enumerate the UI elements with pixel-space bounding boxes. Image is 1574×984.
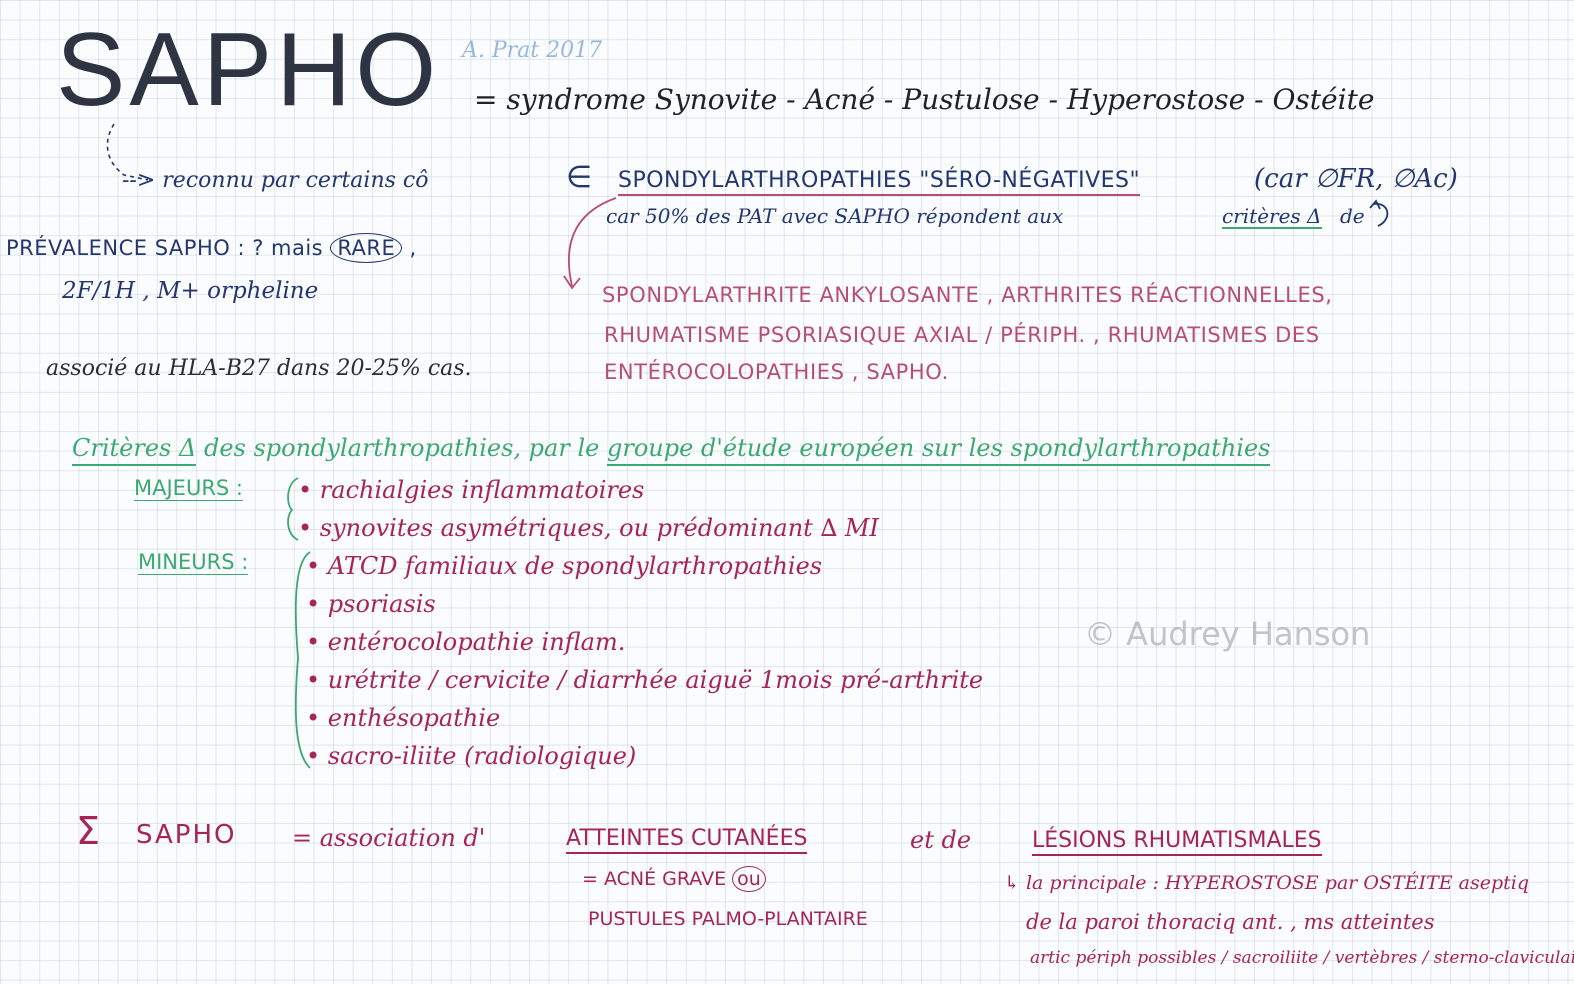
major-item-text: synovites asymétriques, ou prédominant ∆… <box>319 514 879 542</box>
rheumatic-line-2: de la paroi thoraciq ant. , ms atteintes <box>1026 910 1435 934</box>
watermark: © Audrey Hanson <box>1084 615 1371 653</box>
page-title: SAPHO <box>56 12 441 128</box>
minor-item-text: ATCD familiaux de spondylarthropathies <box>327 552 823 580</box>
minor-item-text: entérocolopathie inflam. <box>327 628 626 656</box>
minor-item: • enthésopathie <box>306 704 501 732</box>
criteria-line-prefix: car 50% des PAT avec SAPHO répondent aux <box>606 204 1064 228</box>
minor-item: • psoriasis <box>306 590 436 618</box>
spa-list-line-1: SPONDYLARTHRITE ANKYLOSANTE , ARTHRITES … <box>602 283 1333 307</box>
hla-association: associé au HLA-B27 dans 20-25% cas. <box>46 356 472 381</box>
criteria-title-prefix: Critères Δ <box>72 434 197 466</box>
minor-item: • entérocolopathie inflam. <box>306 628 626 656</box>
connector-arrow <box>106 123 149 181</box>
major-item: • rachialgies inflammatoires <box>298 476 645 504</box>
minor-item: • ATCD familiaux de spondylarthropathies <box>306 552 823 580</box>
major-item-text: rachialgies inflammatoires <box>319 476 645 504</box>
or-badge: ou <box>732 866 766 892</box>
criteria-title: Critères Δ des spondylarthropathies, par… <box>72 434 1271 466</box>
minor-item-text: enthésopathie <box>327 704 501 732</box>
cutaneous-line-1-text: = ACNÉ GRAVE <box>582 868 727 890</box>
rheumatic-line-3: artic périph possibles / sacroiliite / v… <box>1030 948 1574 968</box>
author-note: A. Prat 2017 <box>462 38 603 63</box>
element-of-symbol: ∈ <box>566 160 593 195</box>
criteria-title-mid: des spondylarthropathies, par le <box>203 434 600 462</box>
prevalence-prefix: PRÉVALENCE SAPHO : ? mais <box>6 236 324 260</box>
rheumatic-title: LÉSIONS RHUMATISMALES <box>1032 830 1322 856</box>
syndrome-definition: = syndrome Synovite - Acné - Pustulose -… <box>474 83 1375 116</box>
classification-reason: (car ∅FR, ∅Ac) <box>1254 164 1458 194</box>
rare-badge: RARE <box>330 233 403 263</box>
summary-and: et de <box>910 826 972 854</box>
rheumatic-line-1: ↳ la principale : HYPEROSTOSE par OSTÉIT… <box>1004 872 1530 894</box>
classification-prefix: --> reconnu par certains cô <box>122 168 429 193</box>
spondylarthropathies-label: SPONDYLARTHROPATHIES "SÉRO-NÉGATIVES" <box>618 170 1141 196</box>
cutaneous-title: ATTEINTES CUTANÉES <box>566 828 808 854</box>
major-label: MAJEURS : <box>134 476 243 501</box>
criteria-title-group: groupe d'étude européen sur les spondyla… <box>606 434 1271 466</box>
spa-list-line-2: RHUMATISME PSORIASIQUE AXIAL / PÉRIPH. ,… <box>604 323 1320 347</box>
criteria-line-suffix: de <box>1340 204 1365 228</box>
prevalence-line-2: 2F/1H , M+ orpheline <box>62 278 319 304</box>
curved-return-arrow <box>1369 199 1389 227</box>
minor-item: • urétrite / cervicite / diarrhée aiguë … <box>306 666 984 694</box>
summary-association: = association d' <box>292 824 486 852</box>
major-brace <box>287 477 299 541</box>
cutaneous-line-1: = ACNÉ GRAVE ou <box>582 866 766 892</box>
criteria-line-criteria: critères Δ <box>1222 204 1322 229</box>
minor-label: MINEURS : <box>138 550 249 575</box>
sigma-symbol: Σ <box>76 809 101 853</box>
prevalence-line-1: PRÉVALENCE SAPHO : ? mais RARE , <box>6 233 417 263</box>
pink-curve-arrow <box>563 197 617 290</box>
minor-item-text: psoriasis <box>327 590 436 618</box>
cutaneous-line-2: PUSTULES PALMO-PLANTAIRE <box>588 908 868 930</box>
minor-item-text: sacro-iliite (radiologique) <box>327 742 637 770</box>
minor-item: • sacro-iliite (radiologique) <box>306 742 637 770</box>
minor-brace <box>294 551 311 769</box>
summary-label: SAPHO <box>136 820 237 850</box>
minor-item-text: urétrite / cervicite / diarrhée aiguë 1m… <box>327 666 984 694</box>
spa-list-line-3: ENTÉROCOLOPATHIES , SAPHO. <box>604 360 949 384</box>
prevalence-suffix: , <box>409 236 417 260</box>
major-item: • synovites asymétriques, ou prédominant… <box>298 514 879 542</box>
